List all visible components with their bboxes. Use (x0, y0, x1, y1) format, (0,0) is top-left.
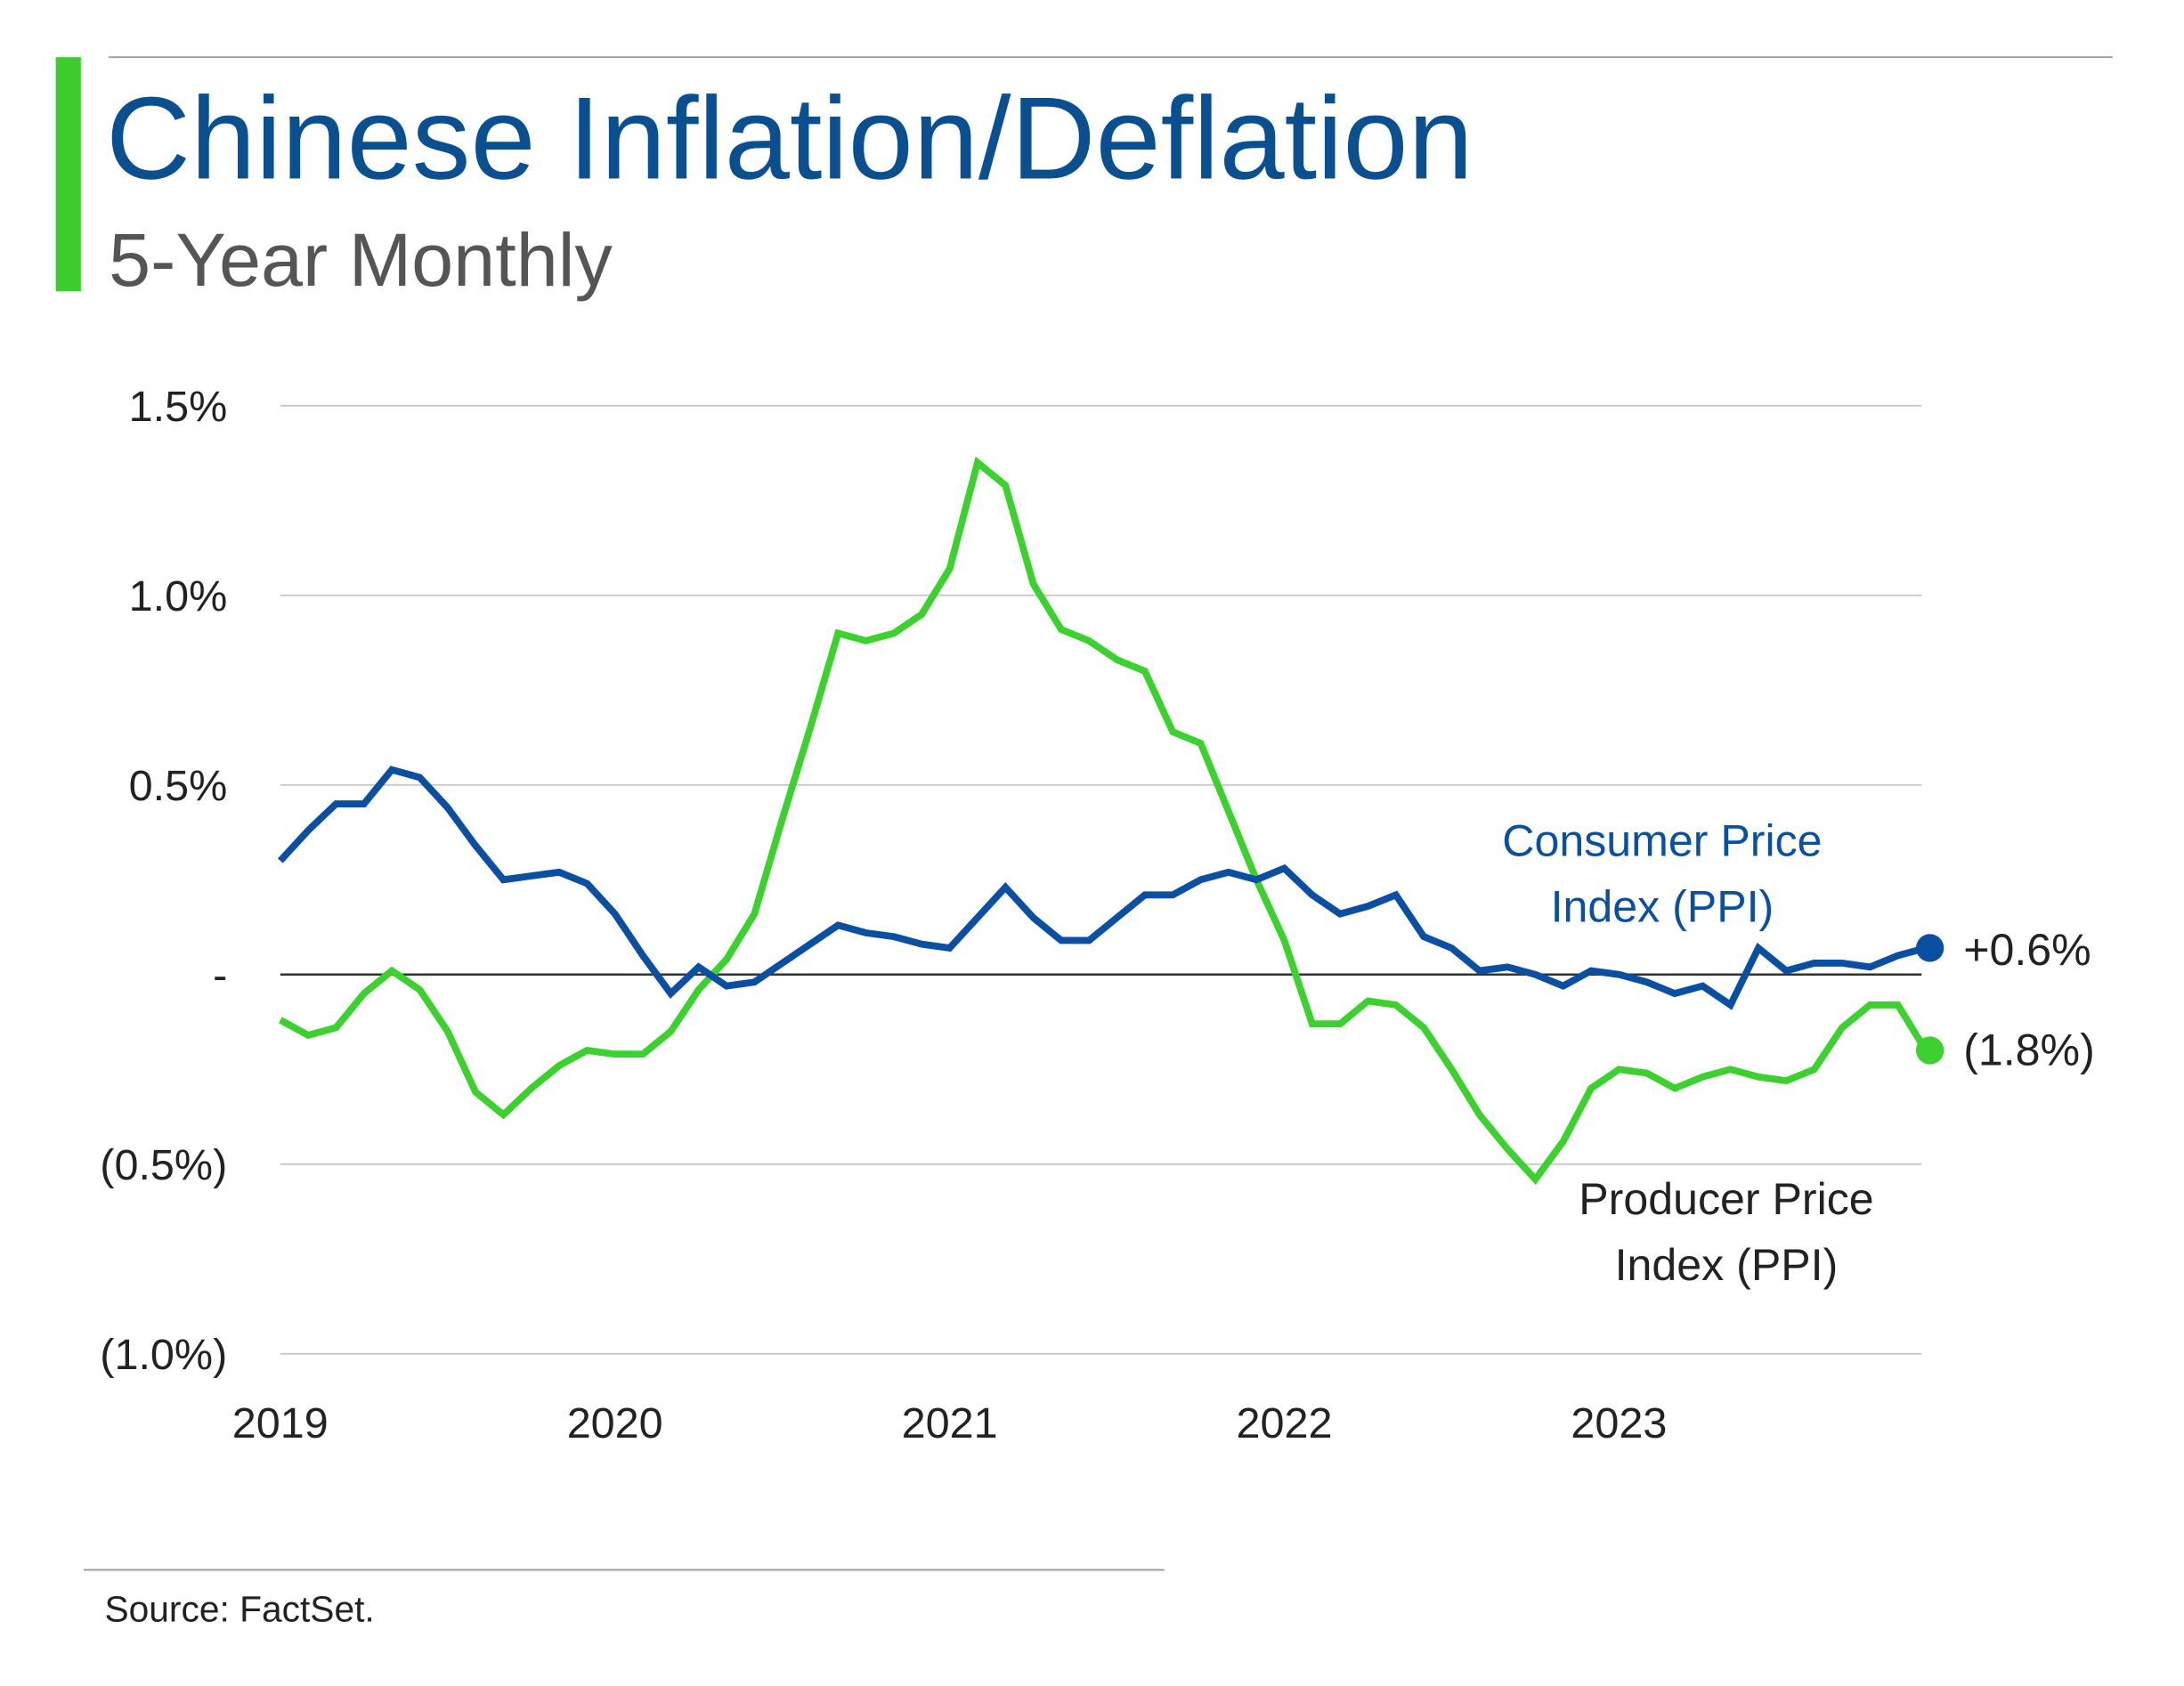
chart-title: Chinese Inflation/Deflation (106, 72, 1474, 203)
cpi-end-label: +0.6% (1963, 925, 2091, 975)
source-note: Source: FactSet. (104, 1588, 374, 1629)
ppi-end-point (1915, 1036, 1944, 1065)
x-tick-label: 2022 (1236, 1399, 1332, 1447)
x-axis-ticks: 2019 2020 2021 2022 2023 (232, 1399, 1668, 1447)
y-tick-label: (1.0%) (100, 1331, 227, 1379)
series-lines (277, 456, 1944, 1186)
series-labels: +0.6% (1.8%) Consumer Price Index (PPI) Prod… (1502, 816, 2095, 1290)
y-tick-label: 0.5% (129, 762, 228, 810)
y-axis-ticks: 1.5% 1.0% 0.5% - (0.5%) (1.0%) (100, 383, 227, 1379)
x-tick-label: 2023 (1571, 1399, 1667, 1447)
accent-bar (55, 57, 81, 292)
cpi-series-label: Consumer Price (1502, 816, 1822, 866)
x-tick-label: 2020 (567, 1399, 663, 1447)
cpi-series-label: Index (PPI) (1551, 881, 1774, 931)
ppi-series-label: Producer Price (1579, 1174, 1873, 1224)
x-tick-label: 2021 (902, 1399, 998, 1447)
cpi-end-point (1915, 934, 1944, 962)
ppi-end-label: (1.8%) (1963, 1025, 2095, 1075)
cpi-line (277, 766, 1927, 1010)
gridlines (280, 404, 1922, 1355)
y-tick-label: (0.5%) (100, 1141, 227, 1189)
x-tick-label: 2019 (232, 1399, 329, 1447)
chart-subtitle: 5-Year Monthly (109, 217, 613, 302)
y-tick-label: 1.5% (129, 383, 228, 431)
ppi-line (278, 456, 1929, 1186)
y-tick-label: - (213, 952, 227, 1000)
y-tick-label: 1.0% (129, 572, 228, 620)
ppi-series-label: Index (PPI) (1615, 1240, 1839, 1290)
